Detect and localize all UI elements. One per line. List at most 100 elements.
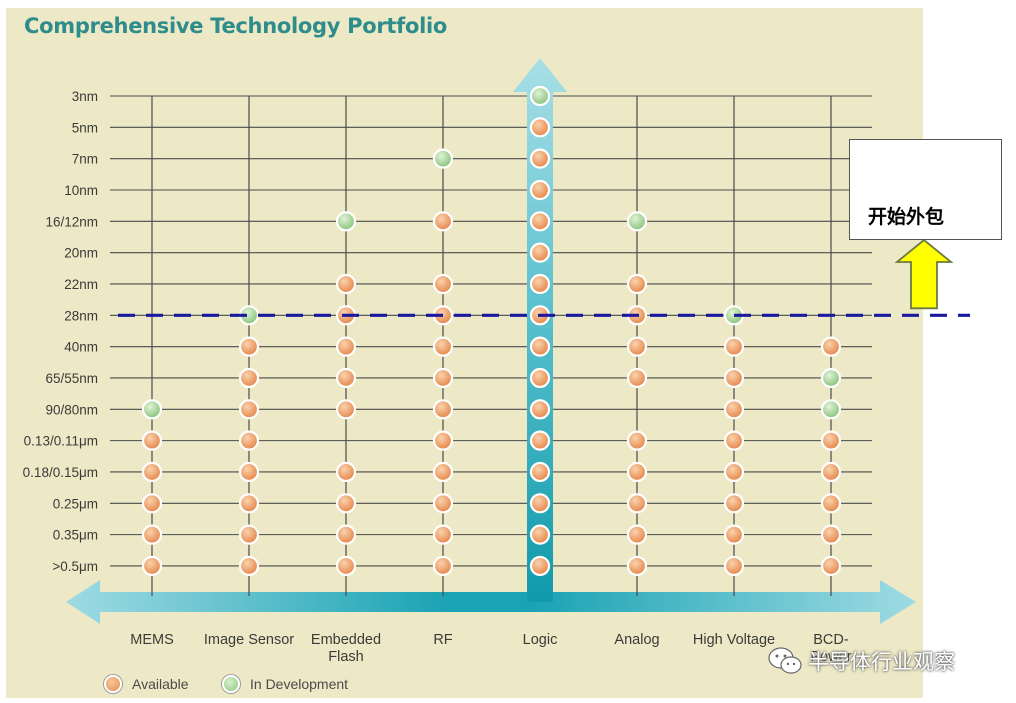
available-marker	[723, 367, 745, 389]
in-development-marker	[432, 148, 454, 169]
available-marker	[432, 273, 454, 295]
available-marker	[820, 430, 842, 451]
chart-panel	[6, 8, 923, 698]
node-label: 3nm	[72, 89, 98, 104]
available-marker	[723, 430, 745, 451]
available-marker	[141, 524, 163, 545]
category-label: Power	[810, 649, 851, 665]
available-marker	[432, 336, 454, 357]
available-marker	[626, 524, 648, 545]
status-markers	[141, 85, 842, 577]
in-development-marker	[335, 211, 357, 232]
node-label: 0.25μm	[53, 496, 98, 511]
available-marker	[529, 430, 551, 451]
category-label: Analog	[614, 632, 659, 648]
available-marker	[529, 211, 551, 232]
available-marker	[529, 555, 551, 577]
available-marker	[432, 399, 454, 420]
available-marker	[238, 399, 260, 420]
node-label: 0.13/0.11μm	[24, 434, 98, 449]
available-marker	[529, 336, 551, 357]
available-marker	[335, 555, 357, 577]
available-marker	[820, 524, 842, 545]
outsourcing-callout: 开始外包	[849, 139, 1002, 240]
available-marker	[432, 430, 454, 451]
available-marker	[432, 367, 454, 389]
available-marker	[820, 336, 842, 357]
available-marker	[141, 461, 163, 483]
node-label: 40nm	[64, 340, 98, 355]
node-label: >0.5μm	[52, 559, 98, 574]
node-label: 28nm	[64, 308, 98, 323]
available-marker	[335, 273, 357, 295]
node-label: 20nm	[64, 246, 98, 261]
available-marker	[723, 336, 745, 357]
available-marker	[626, 555, 648, 577]
available-marker	[820, 555, 842, 577]
node-label: 65/55nm	[45, 371, 98, 386]
axis-arrows	[66, 58, 916, 624]
logic-vertical-arrow	[513, 58, 567, 602]
available-marker	[529, 524, 551, 545]
node-label: 10nm	[64, 183, 98, 198]
node-label: 0.35μm	[53, 528, 98, 543]
in-development-marker	[141, 399, 163, 420]
category-label: BCD-	[813, 632, 849, 648]
available-marker	[432, 555, 454, 577]
available-marker	[335, 524, 357, 545]
available-marker	[141, 555, 163, 577]
available-marker	[432, 461, 454, 483]
available-marker	[820, 493, 842, 514]
legend-in-development-label: In Development	[250, 676, 349, 692]
category-label: RF	[433, 632, 452, 648]
legend-in-development: In Development	[222, 675, 348, 693]
category-label: Flash	[328, 649, 363, 665]
available-marker	[141, 430, 163, 451]
chart-title: Comprehensive Technology Portfolio	[24, 14, 448, 38]
annotations	[118, 238, 970, 317]
category-label: Logic	[523, 632, 558, 648]
legend-available-label: Available	[132, 676, 189, 692]
available-marker	[723, 461, 745, 483]
available-marker	[432, 524, 454, 545]
yellow-up-arrow-icon	[894, 238, 954, 310]
in-development-marker	[820, 399, 842, 420]
available-marker	[238, 430, 260, 451]
available-marker	[626, 461, 648, 483]
node-label: 90/80nm	[45, 402, 98, 417]
category-label: High Voltage	[693, 632, 775, 648]
available-marker	[529, 242, 551, 263]
available-marker	[238, 336, 260, 357]
node-label: 22nm	[64, 277, 98, 292]
category-label: Embedded	[311, 632, 381, 648]
available-marker	[335, 367, 357, 389]
available-marker	[723, 524, 745, 545]
category-label: MEMS	[130, 632, 174, 648]
available-marker	[238, 461, 260, 483]
available-marker	[626, 493, 648, 514]
node-labels: 3nm 5nm 7nm 10nm 16/12nm 20nm 22nm 28nm 40nm 65/5…	[23, 89, 98, 574]
available-marker	[335, 336, 357, 357]
node-label: 5nm	[72, 120, 98, 135]
available-marker	[529, 493, 551, 514]
in-development-marker	[529, 85, 551, 107]
available-marker	[626, 367, 648, 389]
available-swatch-icon	[104, 675, 122, 693]
callout-text: 开始外包	[868, 206, 945, 228]
available-marker	[626, 336, 648, 357]
available-marker	[238, 367, 260, 389]
watermark-text: 半导体行业观察	[808, 650, 955, 674]
watermark: 半导体行业观察	[768, 646, 955, 676]
available-marker	[529, 273, 551, 295]
available-marker	[529, 148, 551, 169]
available-marker	[238, 493, 260, 514]
grid-layer	[110, 95, 872, 567]
available-marker	[335, 461, 357, 483]
available-marker	[723, 493, 745, 514]
available-marker	[238, 555, 260, 577]
available-marker	[335, 493, 357, 514]
available-marker	[723, 399, 745, 420]
in-development-marker	[626, 211, 648, 232]
